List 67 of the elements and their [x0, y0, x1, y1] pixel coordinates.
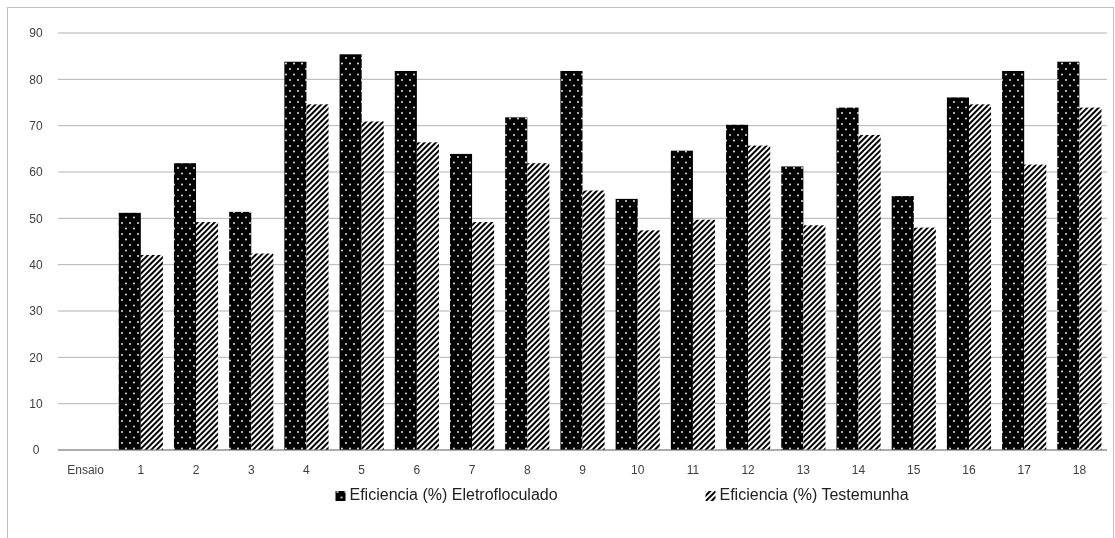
- x-tick-label: 5: [358, 463, 366, 477]
- x-tick-label: 13: [796, 463, 811, 477]
- y-tick-label: 20: [29, 350, 43, 365]
- bar: [339, 54, 362, 450]
- bar: [560, 70, 583, 450]
- bar: [946, 97, 969, 450]
- x-tick-label: 15: [907, 463, 921, 477]
- y-tick-label: 50: [29, 211, 43, 226]
- bar: [891, 196, 914, 450]
- bar: [1057, 61, 1080, 450]
- x-tick-label: 7: [468, 463, 476, 477]
- y-tick-label: 30: [29, 304, 43, 319]
- x-tick-label: 8: [523, 463, 531, 477]
- legend-label: Eficiencia (%) Eletrofloculado: [349, 486, 558, 503]
- bar: [913, 227, 936, 450]
- x-tick-label: Ensaio: [67, 463, 105, 477]
- bar: [416, 142, 439, 450]
- bar: [1002, 70, 1025, 450]
- bar: [748, 145, 771, 450]
- x-tick-label: 17: [1017, 463, 1032, 477]
- y-tick-label: 90: [29, 26, 43, 41]
- bar: [968, 104, 992, 450]
- bar: [836, 107, 859, 450]
- legend-label: Eficiencia (%) Testemunha: [719, 486, 909, 503]
- bar: [781, 166, 804, 450]
- y-tick-label: 70: [29, 118, 43, 133]
- y-tick-label: 80: [29, 72, 43, 87]
- bar: [637, 230, 660, 450]
- bar: [251, 253, 274, 450]
- bar: [229, 211, 252, 450]
- x-tick-label: 9: [579, 463, 587, 477]
- bar: [450, 153, 473, 450]
- x-tick-label: 6: [413, 463, 421, 477]
- y-tick-label: 10: [29, 396, 43, 411]
- bar: [173, 163, 197, 450]
- x-tick-label: 11: [686, 463, 700, 477]
- bar: [692, 219, 716, 450]
- bar: [527, 163, 550, 450]
- bar: [670, 150, 693, 450]
- x-tick-label: 18: [1072, 463, 1087, 477]
- bar: [505, 117, 528, 450]
- bar: [726, 124, 749, 450]
- bar: [361, 121, 384, 450]
- bar: [858, 134, 881, 450]
- bar: [394, 70, 417, 450]
- bar: [140, 254, 163, 450]
- bar: [803, 225, 826, 450]
- x-tick-label: 2: [192, 463, 200, 477]
- bar: [1024, 164, 1047, 450]
- x-tick-label: 3: [247, 463, 255, 477]
- bar: [1079, 107, 1102, 450]
- bar: [615, 198, 638, 450]
- x-tick-label: 14: [851, 463, 866, 477]
- y-tick-label: 0: [32, 443, 40, 458]
- bar: [118, 212, 141, 450]
- x-tick-label: 1: [137, 463, 145, 477]
- bar: [306, 104, 329, 450]
- y-tick-label: 60: [29, 165, 43, 180]
- x-tick-label: 12: [741, 463, 756, 477]
- bar: [284, 61, 307, 450]
- bar: [582, 190, 605, 450]
- x-tick-label: 10: [631, 463, 645, 477]
- bar: [196, 222, 219, 450]
- x-tick-label: 4: [303, 463, 311, 477]
- bar: [472, 222, 495, 450]
- x-tick-label: 16: [962, 463, 976, 477]
- y-tick-label: 40: [29, 257, 43, 272]
